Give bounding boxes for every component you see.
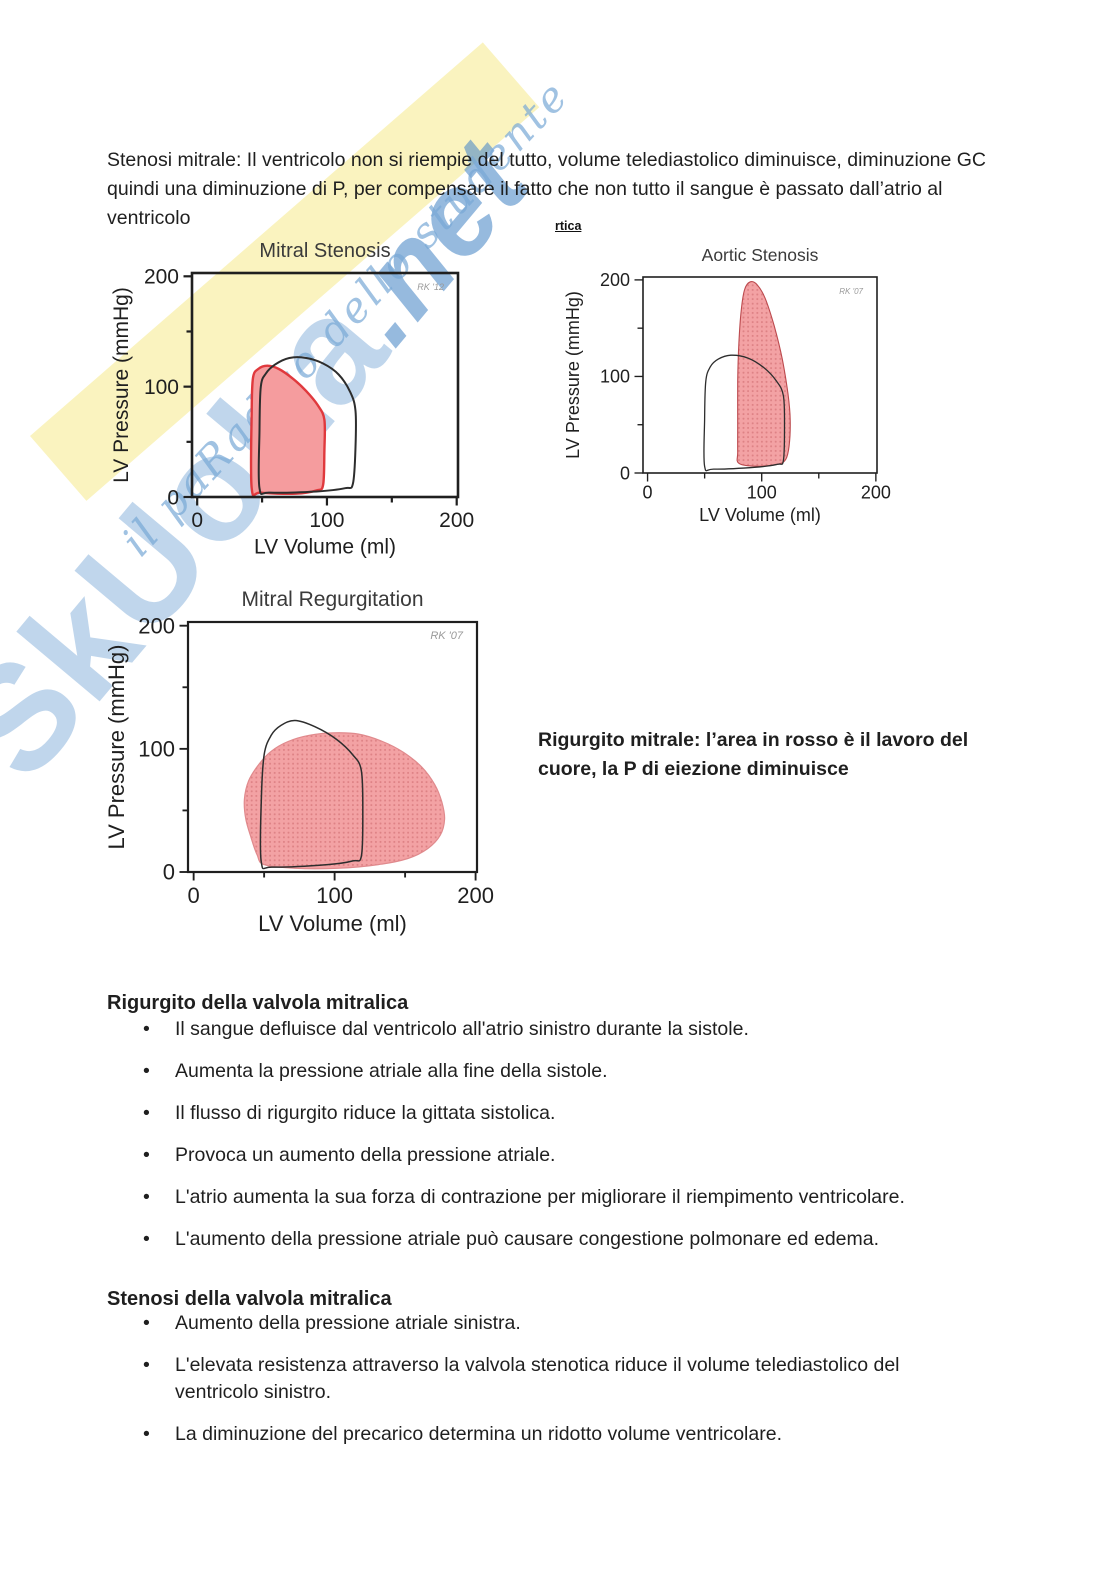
mitral-regurgitation-caption: Rigurgito mitrale: l’area in rosso è il … bbox=[538, 729, 969, 780]
y-axis-label: LV Pressure (mmHg) bbox=[104, 645, 129, 850]
section-heading-rigurgito: Rigurgito della valvola mitralica bbox=[107, 991, 409, 1014]
chart-annotation: RK '12 bbox=[417, 282, 444, 292]
y-tick-label: 0 bbox=[620, 463, 630, 483]
bullet-icon: • bbox=[143, 1228, 150, 1250]
bullet-text: Aumenta la pressione atriale alla fine d… bbox=[175, 1060, 608, 1082]
x-tick-label: 0 bbox=[643, 483, 653, 503]
x-tick-label: 100 bbox=[747, 483, 777, 503]
bullet-text: Il flusso di rigurgito riduce la gittata… bbox=[175, 1102, 556, 1124]
bullet-icon: • bbox=[143, 1354, 150, 1376]
y-tick-label: 200 bbox=[144, 266, 179, 289]
y-tick-label: 0 bbox=[167, 486, 179, 509]
chart-title: Aortic Stenosis bbox=[702, 245, 819, 265]
pv-chart-aortic-stenosis: 0 100 200 0 100 200 Aortic Stenosis LV Pressure… bbox=[563, 245, 891, 525]
cropped-heading-fragment: rtica bbox=[555, 219, 582, 233]
pv-loop-normal-loop bbox=[703, 354, 786, 472]
bullet-icon: • bbox=[143, 1102, 150, 1124]
x-tick-label: 0 bbox=[191, 509, 203, 532]
bullet-text: L'elevata resistenza attraverso la valvo… bbox=[175, 1354, 900, 1403]
bullet-text: La diminuzione del precarico determina u… bbox=[175, 1423, 782, 1445]
chart-title: Mitral Regurgitation bbox=[241, 588, 423, 611]
bullet-list-rigurgito: • Il sangue defluisce dal ventricolo all'… bbox=[143, 1016, 953, 1268]
bullet-item: • L'elevata resistenza attraverso la valv… bbox=[143, 1352, 953, 1406]
pv-chart-mitral-stenosis: 0 100 200 0 100 200 Mitral Stenosis LV Pressure… bbox=[110, 240, 474, 558]
x-tick-label: 100 bbox=[316, 883, 353, 908]
bullet-text: Il sangue defluisce dal ventricolo all'a… bbox=[175, 1018, 749, 1040]
x-tick-label: 200 bbox=[457, 883, 494, 908]
bullet-text: L'atrio aumenta la sua forza di contrazi… bbox=[175, 1186, 905, 1208]
bullet-item: • La diminuzione del precarico determina … bbox=[143, 1421, 953, 1448]
bullet-icon: • bbox=[143, 1186, 150, 1208]
bullet-icon: • bbox=[143, 1312, 150, 1334]
y-axis-label: LV Pressure (mmHg) bbox=[110, 287, 133, 483]
bullet-icon: • bbox=[143, 1144, 150, 1166]
y-tick-label: 200 bbox=[138, 613, 175, 638]
bullet-icon: • bbox=[143, 1018, 150, 1040]
y-tick-label: 100 bbox=[600, 367, 630, 387]
bullet-list-stenosi: • Aumento della pressione atriale sinistr… bbox=[143, 1310, 953, 1463]
plot-frame bbox=[186, 620, 479, 874]
bullet-item: • Aumenta la pressione atriale alla fine … bbox=[143, 1058, 953, 1085]
pv-loop-aortic-stenosis-loop bbox=[736, 280, 791, 467]
pv-loop-mitral-regurgitation-loop bbox=[243, 732, 446, 870]
pv-chart-mitral-regurgitation: 0 100 200 0 100 200 Mitral Regurgitation LV Pre… bbox=[104, 588, 494, 936]
pv-loop-normal-loop bbox=[259, 719, 364, 870]
bullet-item: • Provoca un aumento della pressione atri… bbox=[143, 1142, 953, 1169]
x-tick-label: 200 bbox=[439, 509, 474, 532]
chart-annotation: RK '07 bbox=[430, 630, 464, 642]
plot-frame bbox=[642, 276, 878, 474]
x-axis-label: LV Volume (ml) bbox=[258, 911, 407, 936]
bullet-icon: • bbox=[143, 1423, 150, 1445]
bullet-item: • L'atrio aumenta la sua forza di contraz… bbox=[143, 1184, 953, 1211]
y-tick-label: 100 bbox=[144, 376, 179, 399]
x-tick-label: 100 bbox=[309, 509, 344, 532]
bullet-item: • Aumento della pressione atriale sinistr… bbox=[143, 1310, 953, 1337]
y-tick-label: 0 bbox=[163, 860, 175, 885]
y-axis-label: LV Pressure (mmHg) bbox=[563, 291, 583, 459]
x-tick-label: 0 bbox=[188, 883, 200, 908]
pv-loop-mitral-stenosis-loop bbox=[249, 364, 327, 497]
bullet-item: • Il sangue defluisce dal ventricolo all'… bbox=[143, 1016, 953, 1043]
y-tick-label: 200 bbox=[600, 270, 630, 290]
section-heading-stenosi: Stenosi della valvola mitralica bbox=[107, 1287, 392, 1310]
chart-annotation: RK '07 bbox=[839, 287, 863, 296]
bullet-icon: • bbox=[143, 1060, 150, 1082]
x-axis-label: LV Volume (ml) bbox=[254, 535, 396, 558]
x-tick-label: 200 bbox=[861, 483, 891, 503]
x-axis-label: LV Volume (ml) bbox=[699, 505, 821, 525]
bullet-item: • Il flusso di rigurgito riduce la gittat… bbox=[143, 1100, 953, 1127]
bullet-text: L'aumento della pressione atriale può ca… bbox=[175, 1228, 880, 1250]
bullet-text: Provoca un aumento della pressione atria… bbox=[175, 1144, 556, 1166]
bullet-item: • L'aumento della pressione atriale può c… bbox=[143, 1226, 953, 1253]
chart-title: Mitral Stenosis bbox=[259, 240, 390, 262]
y-tick-label: 100 bbox=[138, 737, 175, 762]
bullet-text: Aumento della pressione atriale sinistra… bbox=[175, 1312, 521, 1334]
